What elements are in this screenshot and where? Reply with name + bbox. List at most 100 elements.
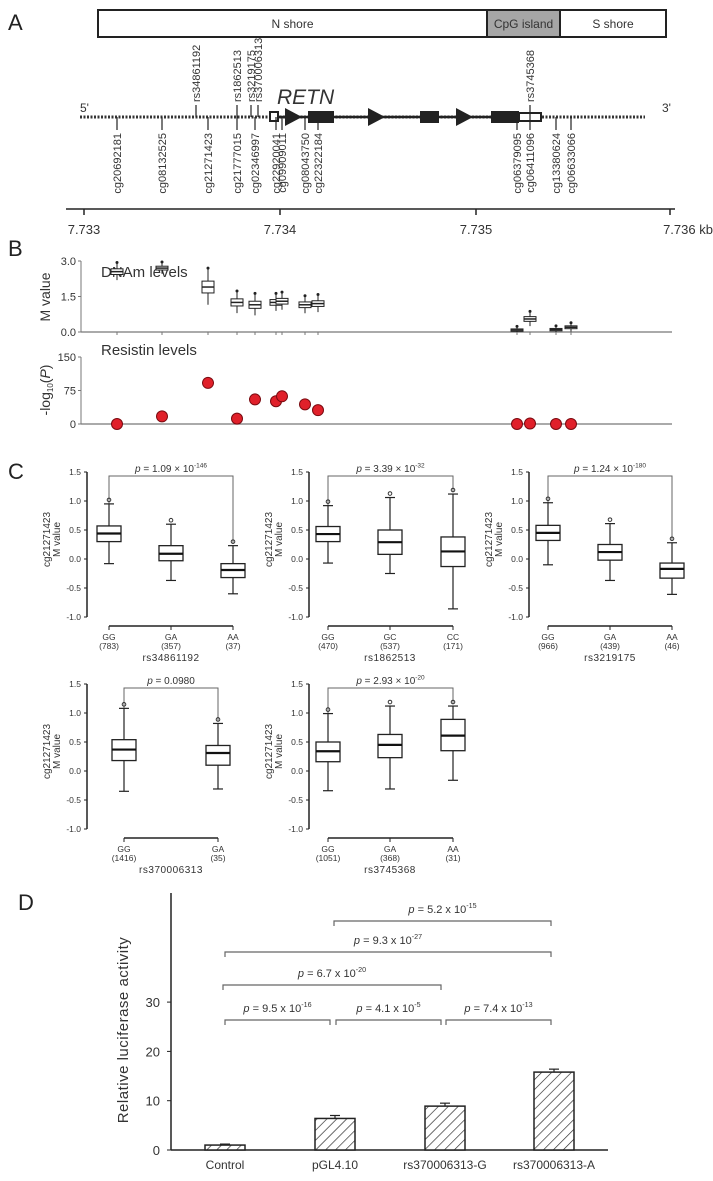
- outlier: [607, 517, 613, 522]
- cpg-label: cg21777015: [232, 133, 244, 194]
- y-tick-label: 1.5: [69, 679, 81, 689]
- axis-tick-label: 7.736 kb: [663, 222, 713, 237]
- ylabel-part: P: [37, 369, 53, 379]
- data-point: [511, 418, 523, 430]
- snp-label: rs34861192: [191, 45, 203, 102]
- p-value-base: = 1.24 × 10: [580, 464, 634, 475]
- direction-arrow-icon: [456, 108, 473, 126]
- genotype-label: GG: [321, 844, 334, 854]
- sample-size-label: (31): [445, 853, 460, 863]
- genotype-label: AA: [227, 632, 239, 642]
- y-tick-label: -1.0: [288, 612, 303, 622]
- y-tick-label: 1.5: [291, 679, 303, 689]
- cpg-label: cg02346997: [250, 133, 262, 194]
- sample-size-label: (966): [538, 641, 558, 651]
- y-axis-label: -log10(P): [37, 365, 55, 416]
- data-point: [312, 404, 324, 417]
- region-label: N shore: [271, 17, 313, 31]
- data-point: [565, 418, 577, 430]
- y-tick-label: 1.0: [291, 496, 303, 506]
- cpg-label: cg22920041: [271, 133, 283, 194]
- cpg-label: cg06411096: [525, 133, 537, 193]
- data-point: [249, 393, 261, 406]
- y-tick-label: 0: [70, 419, 76, 431]
- p-value-exponent: -20: [356, 966, 366, 974]
- p-symbol: p: [134, 464, 141, 475]
- p-value-base: = 9.3 x 10: [360, 935, 412, 947]
- y-axis-label: M value: [52, 734, 63, 769]
- p-value-label: p = 3.39 × 10-32: [355, 463, 425, 476]
- data-point: [111, 418, 123, 430]
- sample-size-label: (368): [380, 853, 400, 863]
- x-axis-label: rs3745368: [364, 865, 416, 876]
- bar: [314, 1117, 356, 1151]
- y-tick-label: -1.0: [508, 612, 523, 622]
- genotype-label: AA: [447, 844, 459, 854]
- p-symbol: p: [355, 1003, 362, 1015]
- genotype-label: GC: [384, 632, 397, 642]
- sample-size-label: (439): [600, 641, 620, 651]
- significance-bracket: [224, 1019, 331, 1025]
- y-axis-label: M value: [274, 734, 285, 769]
- y-tick-label: -0.5: [288, 583, 303, 593]
- outlier: [545, 496, 551, 502]
- p-value-base: = 2.93 × 10: [362, 676, 416, 687]
- significance-bracket: [222, 984, 442, 990]
- direction-arrow-icon: [285, 108, 302, 126]
- p-value-exponent: -16: [301, 1001, 311, 1009]
- y-tick-label: 0.0: [69, 766, 81, 776]
- exon-2: [308, 111, 334, 123]
- data-point: [156, 410, 168, 423]
- y-tick-label: 0.5: [511, 525, 523, 535]
- p-value-base: = 9.5 x 10: [250, 1003, 302, 1015]
- boxplot-rs34861192: -1.0 -0.5 0.0 0.5 1.0 1.5 cg21271423 M value p =…: [42, 463, 246, 664]
- y-tick-label: 10: [146, 1094, 160, 1109]
- panel-label-d: D: [18, 890, 34, 915]
- p-value-label: p = 5.2 x 10-15: [407, 902, 476, 916]
- category-label: rs370006313-A: [513, 1158, 595, 1172]
- snp-label: rs3219175: [246, 50, 258, 102]
- p-symbol: p: [355, 676, 362, 687]
- panel-label-a: A: [8, 10, 23, 35]
- panel-d: D 0 10 20 30 Relative luciferase activity Cont…: [18, 890, 608, 1172]
- x-axis-label: rs370006313: [139, 865, 203, 876]
- cpg-label: cg08043750: [300, 133, 312, 194]
- data-point: [524, 417, 536, 430]
- p-symbol: p: [353, 935, 360, 947]
- p-symbol: p: [463, 1003, 470, 1015]
- outlier: [160, 260, 164, 264]
- y-tick-label: 0.5: [291, 737, 303, 747]
- significance-bracket: [335, 1019, 442, 1025]
- p-value-exponent: -13: [522, 1001, 532, 1009]
- outlier: [106, 497, 112, 503]
- direction-arrow-icon: [368, 108, 385, 126]
- p-value-exponent: -27: [412, 933, 422, 941]
- region-box: [559, 9, 667, 38]
- y-tick-label: 0.0: [69, 554, 81, 564]
- exon-4: [491, 111, 519, 123]
- outlier: [115, 261, 119, 265]
- boxplot-rs370006313: -1.0 -0.5 0.0 0.5 1.0 1.5 cg21271423 M value p =…: [42, 676, 231, 876]
- y-axis-label: cg21271423: [42, 724, 53, 779]
- y-tick-label: -0.5: [508, 583, 523, 593]
- box: [377, 733, 403, 759]
- y-axis-label: cg21271423: [42, 512, 53, 567]
- p-value-label: p = 6.7 x 10-20: [297, 966, 366, 980]
- p-value-label: p = 7.4 x 10-13: [463, 1001, 532, 1015]
- bar: [424, 1105, 466, 1151]
- snp-label: rs370006313: [253, 38, 265, 102]
- y-tick-label: -1.0: [66, 612, 81, 622]
- y-tick-label: 0.5: [69, 737, 81, 747]
- y-tick-label: -0.5: [66, 795, 81, 805]
- p-symbol: p: [407, 904, 414, 916]
- region-label: CpG island: [494, 17, 553, 31]
- p-value-label: p = 9.3 x 10-27: [353, 933, 422, 947]
- genotype-label: CC: [447, 632, 459, 642]
- y-tick-label: 75: [64, 386, 76, 398]
- y-tick-label: 1.5: [511, 467, 523, 477]
- p-symbol: p: [573, 464, 580, 475]
- y-tick-label: 1.5: [291, 467, 303, 477]
- y-tick-label: 1.0: [291, 708, 303, 718]
- genotype-label: GA: [165, 632, 178, 642]
- p-value-base: = 1.09 × 10: [141, 464, 195, 475]
